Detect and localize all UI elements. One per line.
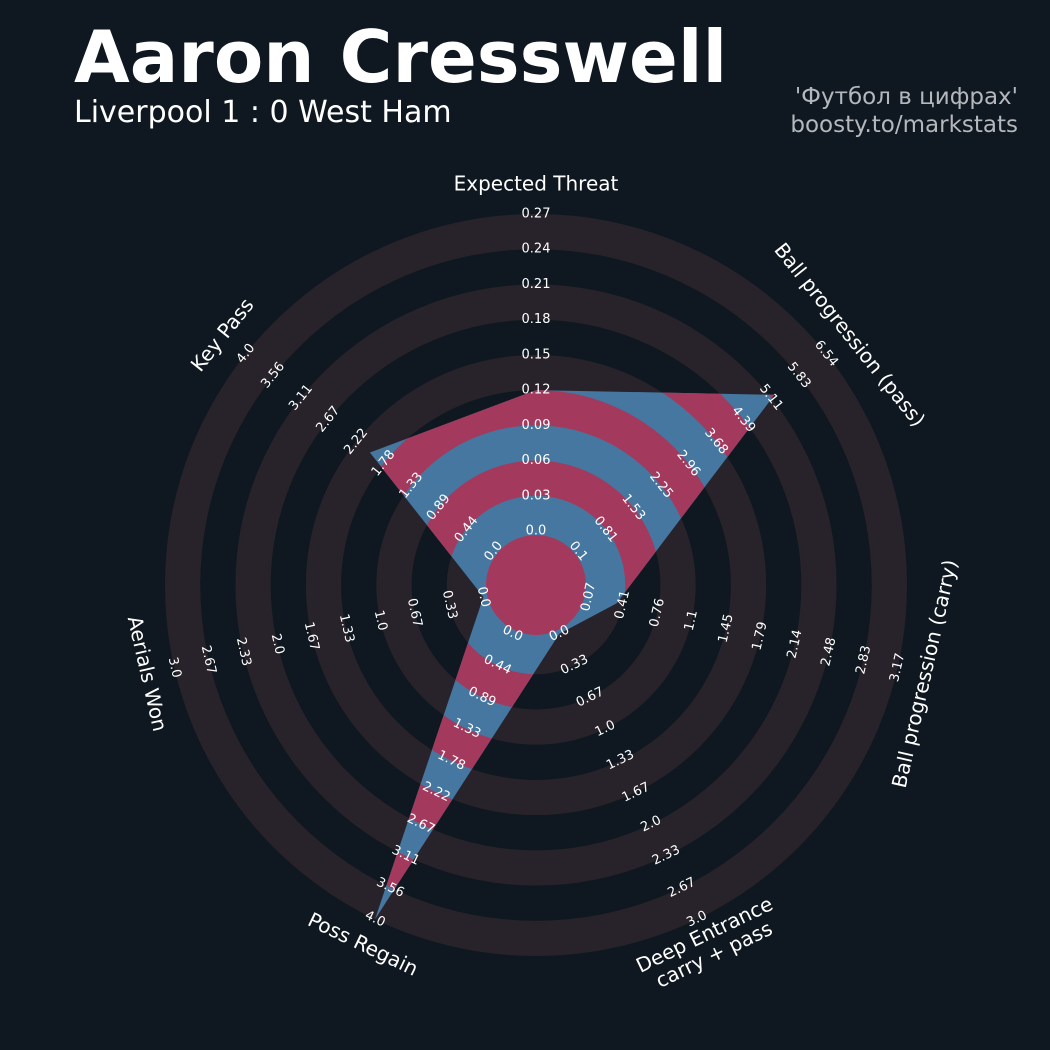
tick-label: 0.21 (522, 277, 551, 292)
tick-label: 0.15 (522, 347, 551, 362)
tick-label: 2.0 (268, 632, 287, 656)
tick-label: 2.14 (784, 628, 805, 660)
tick-label: 0.24 (522, 242, 551, 257)
tick-label: 1.33 (336, 613, 357, 645)
tick-label: 2.67 (198, 644, 219, 676)
tick-label: 3.0 (165, 656, 184, 680)
tick-label: 0.07 (578, 581, 599, 613)
tick-label: 0.0 (526, 524, 547, 539)
tick-label: 0.76 (647, 597, 668, 629)
tick-label: 0.18 (522, 312, 551, 327)
tick-label: 0.12 (522, 383, 551, 398)
tick-label: 1.79 (750, 620, 771, 652)
tick-label: 0.06 (522, 453, 551, 468)
tick-label: 2.83 (853, 644, 874, 676)
tick-label: 0.67 (404, 597, 425, 629)
tick-label: 0.0 (474, 585, 493, 609)
tick-label: 0.27 (522, 207, 551, 222)
tick-label: 1.67 (301, 621, 322, 653)
polygon-rings (369, 390, 775, 920)
axis-label: Expected Threat (454, 172, 619, 196)
inner-circle (486, 535, 586, 635)
tick-label: 2.48 (818, 636, 839, 668)
tick-label: 1.45 (716, 613, 737, 645)
tick-label: 2.33 (233, 636, 254, 668)
credit: 'Футбол в цифрах' (795, 84, 1018, 110)
tick-label: 0.03 (522, 488, 551, 503)
chart-subtitle: Liverpool 1 : 0 West Ham (74, 95, 452, 130)
tick-label: 1.0 (371, 609, 390, 633)
chart-title: Aaron Cresswell (74, 15, 727, 99)
tick-label: 3.17 (887, 652, 908, 684)
tick-label: 0.33 (439, 589, 460, 621)
tick-label: 0.09 (522, 418, 551, 433)
tick-label: 1.1 (682, 609, 701, 633)
tick-label: 0.41 (612, 589, 633, 621)
credit: boosty.to/markstats (790, 112, 1018, 138)
